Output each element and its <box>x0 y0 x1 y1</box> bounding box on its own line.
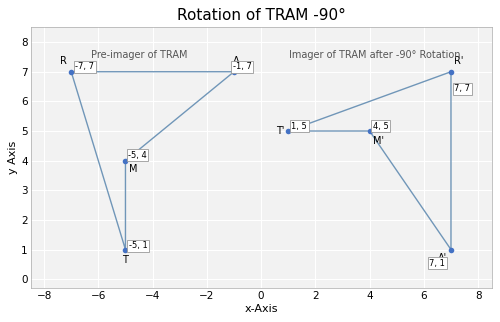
Text: -7, 7: -7, 7 <box>76 62 94 71</box>
Text: A': A' <box>438 253 447 263</box>
Text: R: R <box>60 56 67 66</box>
Text: 4, 5: 4, 5 <box>373 122 388 131</box>
Text: M': M' <box>373 136 384 147</box>
Text: M: M <box>128 164 137 174</box>
Text: -5, 4: -5, 4 <box>128 151 147 160</box>
Text: R': R' <box>454 56 464 66</box>
Text: -1, 7: -1, 7 <box>232 62 252 71</box>
Text: Pre-imager of TRAM: Pre-imager of TRAM <box>91 50 188 60</box>
Text: T': T' <box>276 126 284 136</box>
Title: Rotation of TRAM -90°: Rotation of TRAM -90° <box>176 8 346 23</box>
Text: 1, 5: 1, 5 <box>292 122 307 131</box>
Y-axis label: y Axis: y Axis <box>8 141 18 174</box>
Text: 7, 7: 7, 7 <box>454 84 470 93</box>
Text: 7, 1: 7, 1 <box>430 259 445 268</box>
X-axis label: x-Axis: x-Axis <box>244 304 278 314</box>
Text: A: A <box>232 56 239 66</box>
Text: T: T <box>122 255 128 265</box>
Text: -5, 1: -5, 1 <box>128 241 148 250</box>
Text: Imager of TRAM after -90° Rotation: Imager of TRAM after -90° Rotation <box>290 50 461 60</box>
